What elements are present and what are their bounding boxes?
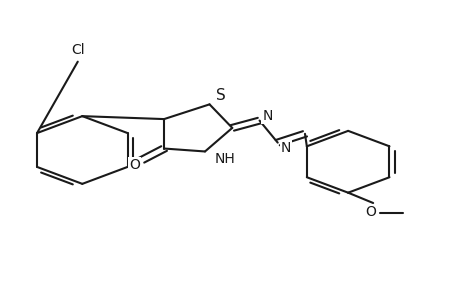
Text: N: N: [262, 109, 272, 123]
Text: N: N: [280, 141, 291, 155]
Text: O: O: [364, 205, 375, 219]
Text: O: O: [129, 158, 140, 172]
Text: Cl: Cl: [71, 43, 84, 57]
Text: NH: NH: [215, 152, 235, 166]
Text: S: S: [216, 88, 225, 103]
